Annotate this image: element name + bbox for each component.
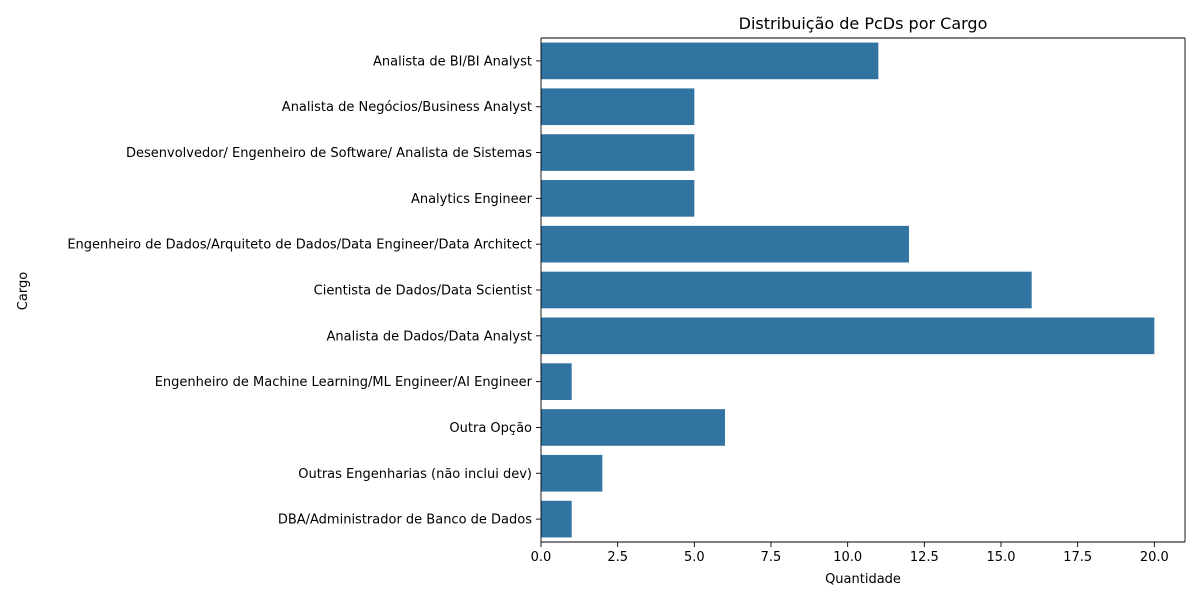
y-tick-label: Desenvolvedor/ Engenheiro de Software/ A… <box>126 146 532 161</box>
y-tick-labels: Analista de BI/BI Analyst Analista de Neg… <box>67 54 541 528</box>
bar-3 <box>541 180 695 217</box>
x-tick-label: 2.5 <box>607 550 628 565</box>
bars-group <box>541 42 1155 538</box>
x-tick-label: 20.0 <box>1140 550 1169 565</box>
y-tick-label: Analista de BI/BI Analyst <box>373 54 532 69</box>
bar-8 <box>541 409 725 446</box>
y-tick-label: DBA/Administrador de Banco de Dados <box>278 513 532 528</box>
x-tick-label: 12.5 <box>910 550 939 565</box>
x-tick-label: 17.5 <box>1063 550 1092 565</box>
bar-9 <box>541 454 603 492</box>
x-axis-label: Quantidade <box>825 572 901 587</box>
bar-10 <box>541 500 572 538</box>
y-tick-label: Analytics Engineer <box>411 192 533 207</box>
bar-2 <box>541 134 695 171</box>
bar-0 <box>541 42 879 80</box>
x-tick-label: 7.5 <box>761 550 782 565</box>
y-tick-label: Engenheiro de Machine Learning/ML Engine… <box>155 375 533 390</box>
x-tick-label: 0.0 <box>531 550 552 565</box>
y-tick-label: Engenheiro de Dados/Arquiteto de Dados/D… <box>67 238 532 253</box>
x-ticks: 0.0 2.5 5.0 7.5 10.0 12.5 15.0 17.5 20.0 <box>531 542 1169 565</box>
y-tick-label: Cientista de Dados/Data Scientist <box>314 284 532 299</box>
axes <box>540 37 1186 543</box>
bar-4 <box>541 225 909 263</box>
bar-5 <box>541 271 1032 309</box>
y-tick-label: Outras Engenharias (não inclui dev) <box>298 467 532 482</box>
bar-6 <box>541 317 1155 355</box>
x-tick-label: 15.0 <box>987 550 1016 565</box>
y-tick-label: Analista de Negócios/Business Analyst <box>282 100 532 115</box>
x-tick-label: 5.0 <box>684 550 705 565</box>
chart-title: Distribuição de PcDs por Cargo <box>739 14 988 33</box>
bar-1 <box>541 88 695 126</box>
y-tick-label: Analista de Dados/Data Analyst <box>327 329 532 344</box>
x-tick-label: 10.0 <box>833 550 862 565</box>
bar-7 <box>541 363 572 400</box>
y-tick-label: Outra Opção <box>449 421 532 436</box>
y-axis-label: Cargo <box>16 272 31 310</box>
